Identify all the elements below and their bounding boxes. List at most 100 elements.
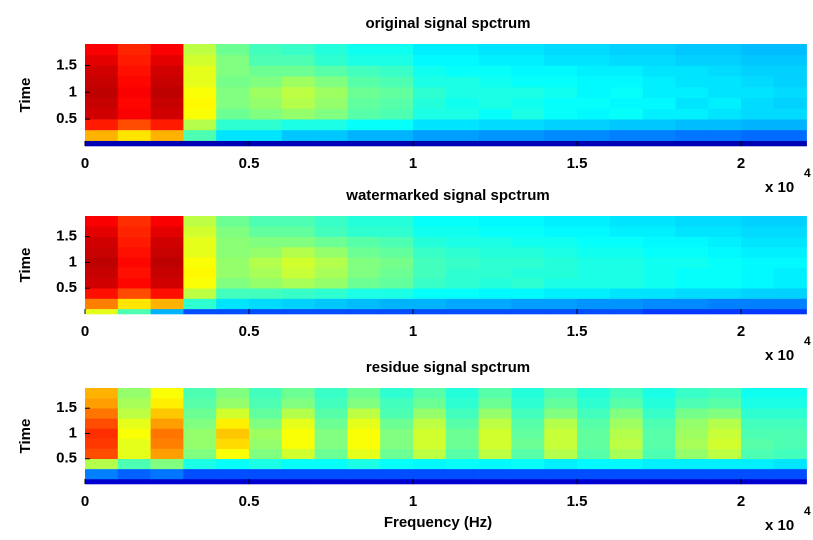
heat-cell (642, 97, 676, 109)
heat-cell (478, 216, 512, 227)
heat-cell (445, 257, 479, 268)
heat-cell (85, 129, 119, 141)
heat-cell (675, 448, 709, 460)
heat-cell (314, 65, 348, 77)
heat-cell (478, 398, 512, 409)
heat-cell (347, 438, 381, 449)
heat-cell (117, 298, 151, 310)
heat-cell (445, 308, 479, 315)
heat-cell (150, 216, 184, 227)
heat-cell (642, 388, 676, 399)
heat-cell (708, 298, 742, 310)
heat-cell (708, 308, 742, 315)
heat-cell (216, 398, 250, 409)
heat-cell (281, 388, 315, 399)
heat-cell (478, 288, 512, 299)
heat-cell (150, 308, 184, 315)
heat-cell (183, 236, 217, 248)
heat-cell (642, 140, 676, 147)
heat-cell (249, 277, 283, 289)
heat-cell (544, 108, 578, 120)
heat-cell (314, 478, 348, 485)
heat-cell (741, 438, 775, 449)
heat-cell (478, 246, 512, 258)
heat-cell (577, 478, 611, 485)
heat-cell (413, 418, 447, 429)
heat-cell (380, 236, 414, 248)
heat-cell (314, 216, 348, 227)
heat-cell (609, 438, 643, 449)
heat-cell (249, 76, 283, 88)
heat-cell (85, 478, 119, 485)
heat-cell (642, 76, 676, 88)
heat-cell (281, 54, 315, 66)
heat-cell (544, 468, 578, 480)
heat-cell (117, 54, 151, 66)
heat-cell (511, 216, 545, 227)
heat-cell (741, 388, 775, 399)
heat-cell (445, 54, 479, 66)
heat-cell (445, 418, 479, 429)
heat-cell (347, 428, 381, 439)
heat-cell (511, 398, 545, 409)
heat-cell (183, 478, 217, 485)
heat-cell (183, 288, 217, 299)
heat-cell (577, 468, 611, 480)
heat-cell (85, 216, 119, 227)
y-axis-label: Time (17, 248, 34, 283)
heat-cell (741, 398, 775, 409)
heat-cell (249, 246, 283, 258)
heat-cell (773, 448, 807, 460)
heat-cell (249, 418, 283, 429)
heat-cell (741, 216, 775, 227)
heat-cell (609, 257, 643, 268)
heat-cell (380, 246, 414, 258)
heat-cell (347, 44, 381, 56)
heat-cell (708, 226, 742, 237)
heat-cell (347, 458, 381, 470)
heat-cell (314, 97, 348, 109)
heat-cell (642, 408, 676, 419)
heat-cell (445, 236, 479, 248)
heat-cell (511, 388, 545, 399)
heat-cell (741, 257, 775, 268)
heat-cell (741, 418, 775, 429)
heat-cell (741, 226, 775, 237)
heat-cell (281, 119, 315, 131)
heat-cell (117, 438, 151, 449)
heat-cell (413, 108, 447, 120)
heat-cell (249, 478, 283, 485)
heat-cell (380, 97, 414, 109)
heat-cell (281, 129, 315, 141)
heat-cell (741, 267, 775, 279)
heat-cell (708, 388, 742, 399)
heat-cell (773, 308, 807, 315)
heat-cell (675, 119, 709, 131)
heat-cell (314, 226, 348, 237)
heat-cell (445, 216, 479, 227)
heat-cell (609, 458, 643, 470)
heat-cell (773, 408, 807, 419)
heat-cell (413, 468, 447, 480)
heat-cell (314, 267, 348, 279)
heat-cell (347, 408, 381, 419)
heat-cell (675, 438, 709, 449)
heat-cell (183, 458, 217, 470)
heat-cell (413, 298, 447, 310)
heat-cell (577, 226, 611, 237)
heat-cell (773, 226, 807, 237)
heat-cell (609, 97, 643, 109)
heat-cell (117, 428, 151, 439)
heat-cell (708, 108, 742, 120)
heat-cell (380, 288, 414, 299)
heat-cell (642, 277, 676, 289)
heat-cell (380, 298, 414, 310)
heat-cell (216, 428, 250, 439)
heat-cell (281, 458, 315, 470)
heat-cell (347, 54, 381, 66)
heat-cell (577, 438, 611, 449)
heat-cell (314, 108, 348, 120)
heat-cell (380, 129, 414, 141)
x-tick-label: 1 (409, 493, 417, 510)
heat-cell (216, 44, 250, 56)
